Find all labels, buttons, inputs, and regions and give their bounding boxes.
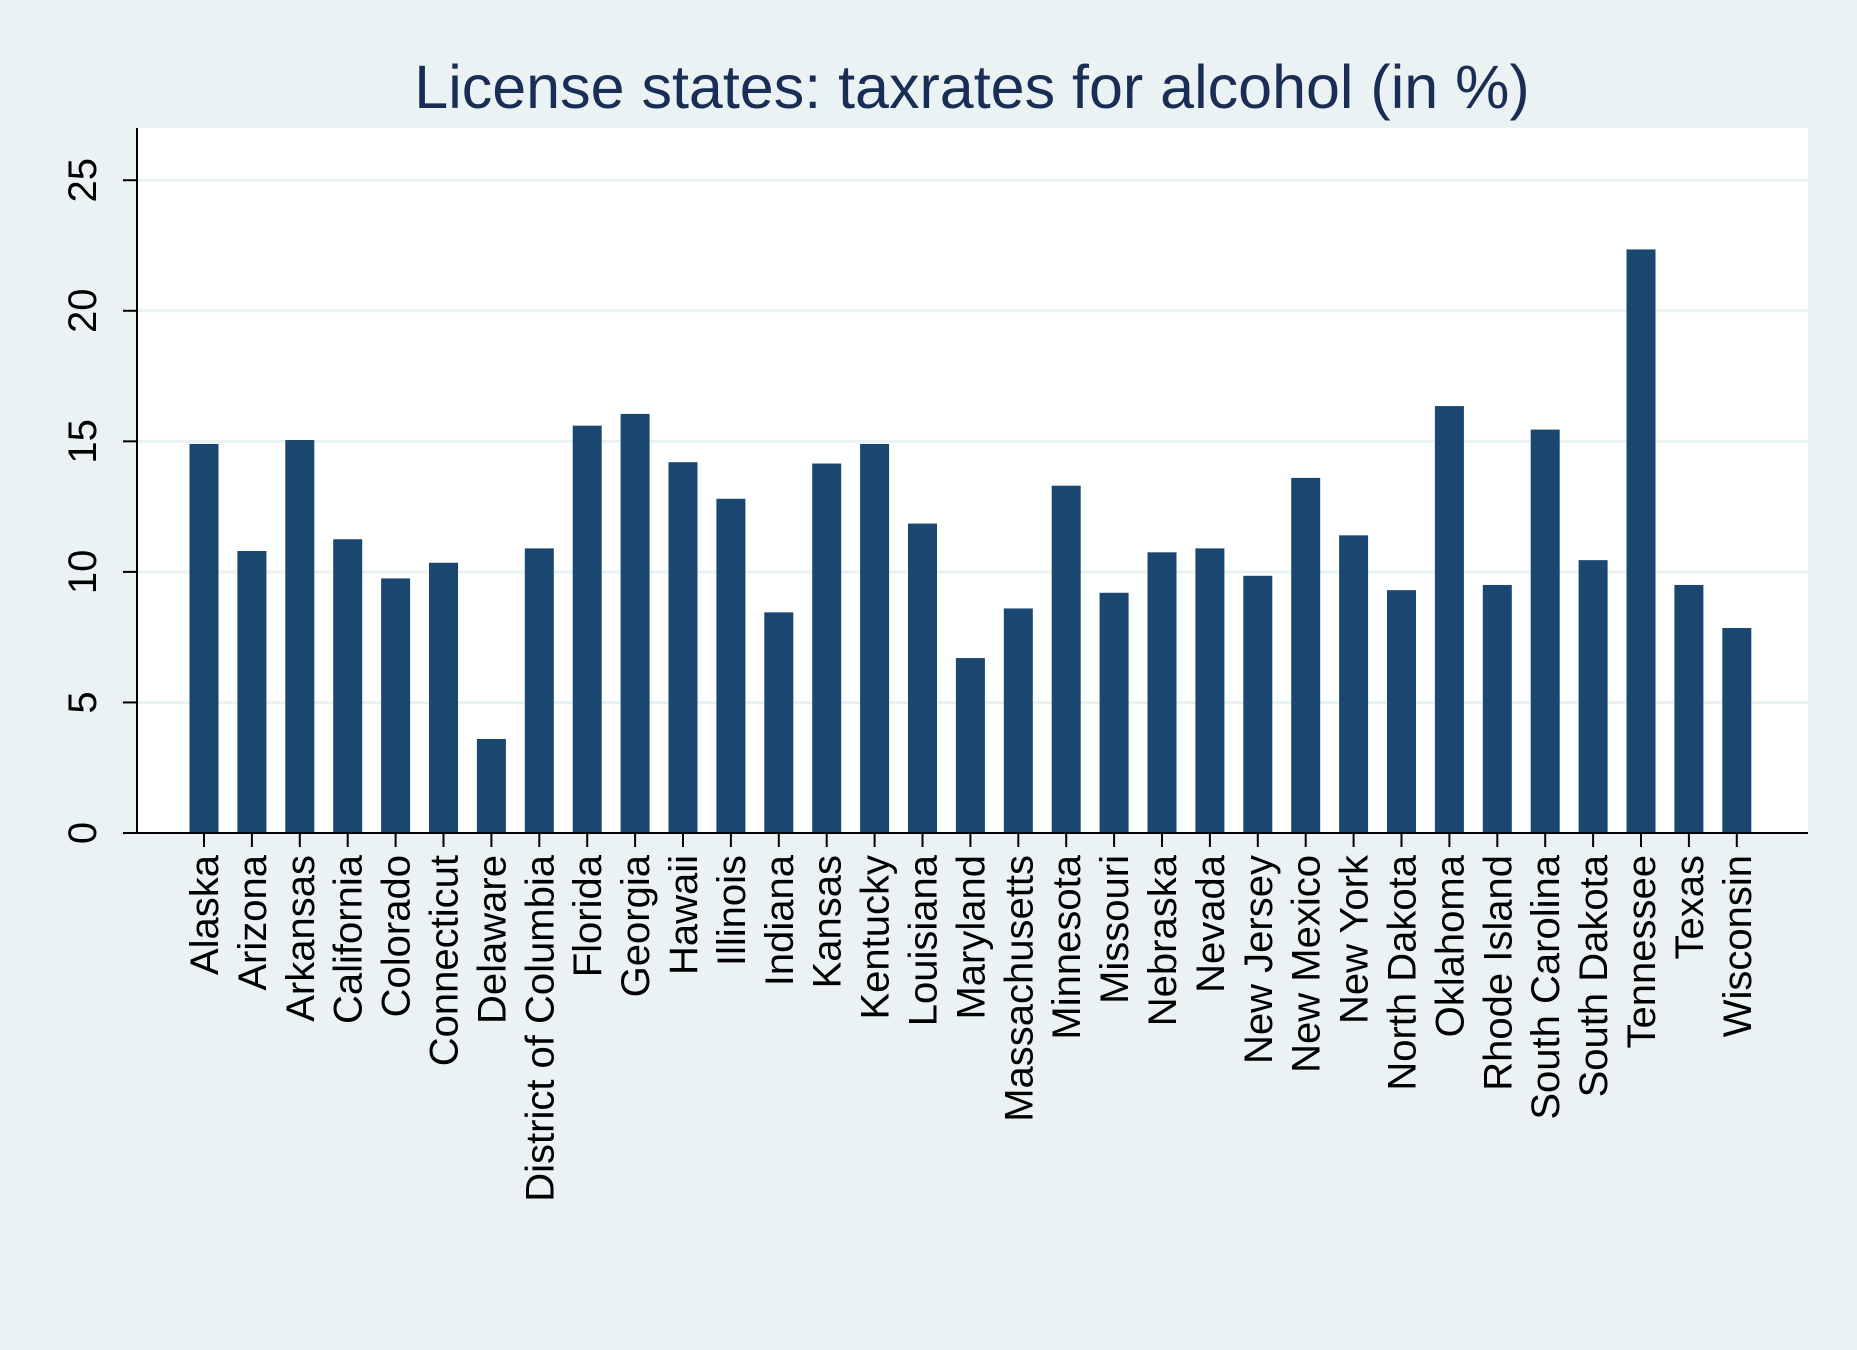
x-axis-labels: Alaska Arizona Arkansas California Colorado C… <box>183 833 1760 1202</box>
bar <box>1003 608 1033 833</box>
bar <box>524 548 554 833</box>
bar <box>1578 560 1608 833</box>
x-category-label: South Carolina <box>1524 854 1568 1119</box>
bar <box>1482 584 1512 833</box>
bar <box>764 612 794 833</box>
x-category-label: Delaware <box>470 855 514 1024</box>
bar <box>1530 429 1560 833</box>
y-tick-label: 5 <box>61 691 105 713</box>
x-category-label: New Mexico <box>1285 855 1329 1073</box>
x-category-label: Alaska <box>183 854 227 975</box>
y-tick-label: 10 <box>61 550 105 595</box>
x-category-label: New York <box>1333 854 1377 1024</box>
x-category-label: Minnesota <box>1045 854 1089 1039</box>
y-tick-label: 15 <box>61 419 105 464</box>
x-category-label: Tennessee <box>1620 855 1664 1048</box>
x-category-label: Oklahoma <box>1428 854 1472 1037</box>
x-category-label: Connecticut <box>423 855 467 1066</box>
bar <box>1626 249 1656 833</box>
bar <box>333 539 363 833</box>
bar <box>668 462 698 833</box>
x-category-label: Rhode Island <box>1476 855 1520 1091</box>
y-axis-ticks: 0 5 10 15 20 25 <box>61 158 137 844</box>
bar <box>908 523 937 833</box>
x-category-label: Arkansas <box>279 855 323 1022</box>
x-category-label: Nebraska <box>1141 854 1185 1026</box>
x-category-label: Nevada <box>1189 854 1233 993</box>
axes <box>136 128 1808 834</box>
y-tick-label: 25 <box>61 158 105 203</box>
x-category-label: South Dakota <box>1572 854 1616 1097</box>
bar <box>285 440 315 833</box>
bar <box>572 425 602 833</box>
x-category-label: Kentucky <box>854 855 898 1020</box>
bar <box>860 443 890 833</box>
chart-title: License states: taxrates for alcohol (in… <box>414 53 1529 121</box>
bar <box>1434 406 1464 833</box>
x-category-label: Missouri <box>1093 855 1137 1004</box>
x-category-label: Kansas <box>806 855 850 988</box>
bar <box>1195 548 1225 833</box>
bar <box>429 562 458 833</box>
bar <box>237 551 267 833</box>
x-category-label: Maryland <box>949 855 993 1020</box>
bar <box>1339 535 1369 833</box>
x-category-label: Illinois <box>710 855 754 966</box>
bar <box>1291 477 1321 833</box>
bar <box>716 498 746 833</box>
bars <box>189 249 1752 833</box>
bar <box>955 658 985 833</box>
bar <box>1147 552 1177 833</box>
bar <box>1674 584 1704 833</box>
bar <box>812 463 842 833</box>
x-category-label: Hawaii <box>662 855 706 975</box>
x-category-label: Wisconsin <box>1716 855 1760 1037</box>
bar <box>1387 590 1416 833</box>
x-category-label: Indiana <box>758 854 802 986</box>
x-category-label: Arizona <box>231 854 275 990</box>
x-category-label: Louisiana <box>902 854 946 1026</box>
x-category-label: Massachusetts <box>997 855 1041 1122</box>
bar <box>1243 575 1273 833</box>
x-category-label: District of Columbia <box>518 854 562 1202</box>
gridlines <box>137 178 1808 704</box>
bar <box>1099 592 1129 833</box>
bar <box>189 443 219 833</box>
x-category-label: New Jersey <box>1237 855 1281 1064</box>
x-category-label: Florida <box>566 854 610 977</box>
x-category-label: Colorado <box>375 855 419 1017</box>
x-category-label: California <box>327 854 371 1024</box>
y-tick-label: 0 <box>61 822 105 844</box>
x-category-label: Georgia <box>614 854 658 997</box>
bar <box>381 578 411 833</box>
y-tick-label: 20 <box>61 289 105 334</box>
x-category-label: North Dakota <box>1381 854 1425 1090</box>
bar <box>1722 628 1752 833</box>
x-category-label: Texas <box>1668 855 1712 960</box>
bar <box>1051 485 1081 833</box>
bar <box>476 739 506 833</box>
bar <box>620 413 650 833</box>
